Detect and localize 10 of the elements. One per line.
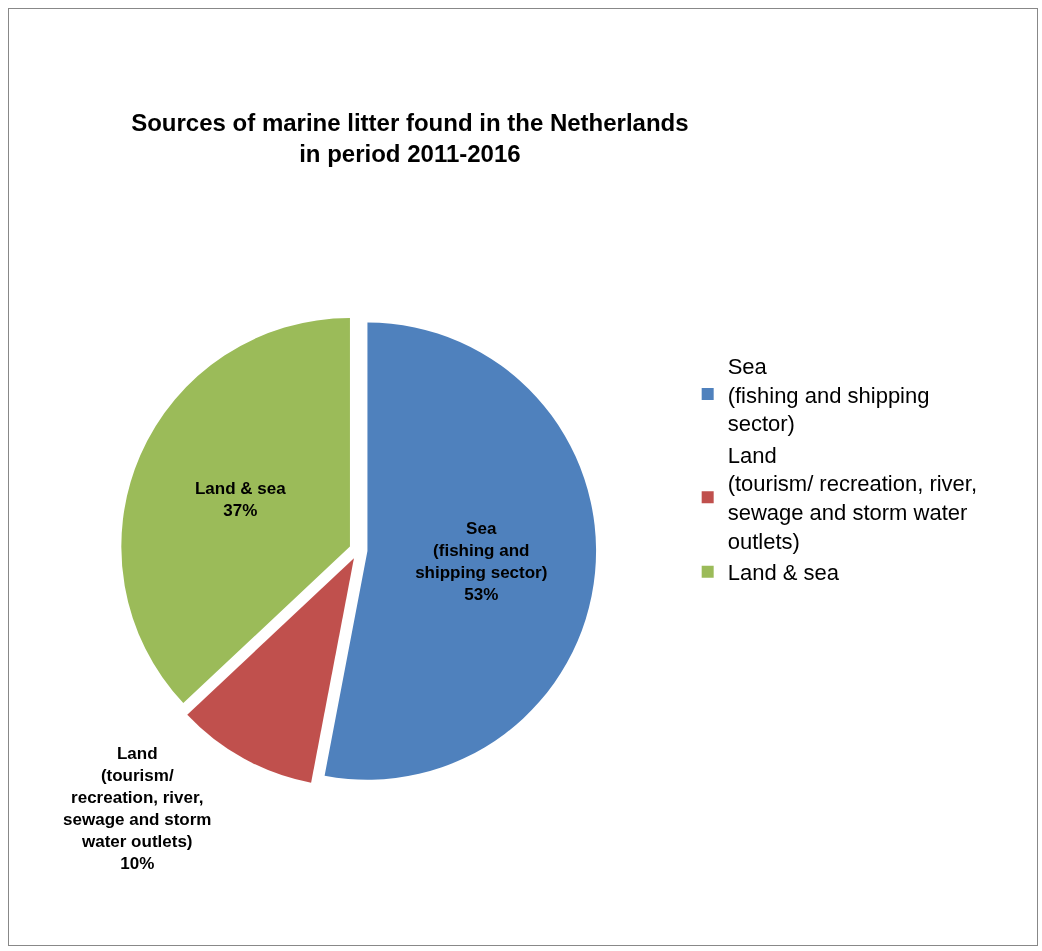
slice-label: Land (tourism/ recreation, river, sewage and storm water outlets) — [63, 743, 212, 851]
chart-title: Sources of marine litter found in the Netherlands in period 2011-2016 — [131, 108, 689, 167]
legend-label: Land & sea — [727, 560, 840, 586]
legend-label: Sea (fishing and shipping sector) — [727, 354, 930, 437]
data-label: 37% — [223, 500, 258, 520]
slice-label: Land & sea — [194, 478, 287, 498]
slice-label: Sea (fishing and shipping sector) — [415, 519, 548, 583]
legend-label: Land (tourism/ recreation, river, sewage and storm water outlets) — [727, 442, 978, 554]
data-label: 10% — [120, 854, 155, 874]
data-label: 53% — [464, 585, 499, 605]
